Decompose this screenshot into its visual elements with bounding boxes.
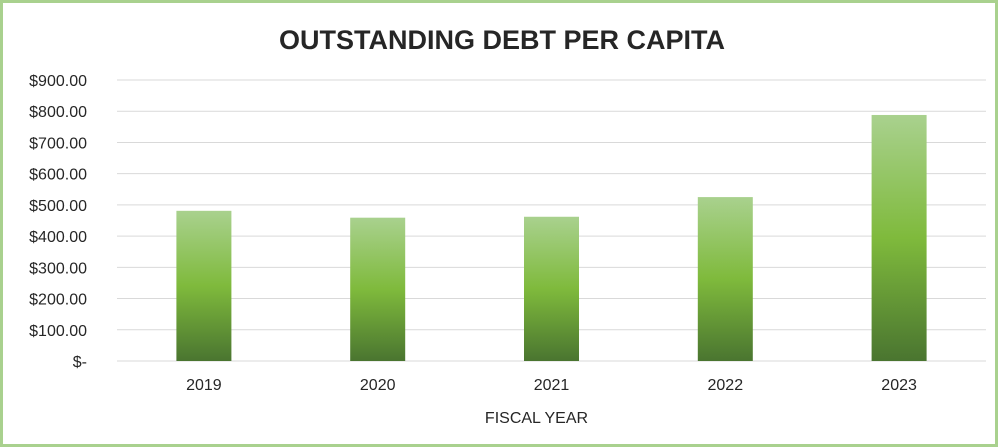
y-tick-label: $900.00	[29, 73, 87, 90]
bars	[176, 114, 927, 361]
y-axis-ticks: $- $100.00 $200.00 $300.00 $400.00 $500.00 $60…	[29, 73, 87, 371]
bar-2022	[697, 197, 753, 361]
y-tick-label: $-	[73, 354, 87, 371]
x-tick-label: 2022	[708, 377, 744, 394]
chart-title: OUTSTANDING DEBT PER CAPITA	[278, 25, 725, 55]
bar-2020	[350, 217, 406, 361]
y-tick-label: $800.00	[29, 104, 87, 121]
y-tick-label: $100.00	[29, 323, 87, 340]
y-tick-label: $200.00	[29, 292, 87, 309]
x-tick-label: 2023	[881, 377, 917, 394]
bar-2023	[871, 114, 927, 361]
x-tick-label: 2021	[534, 377, 570, 394]
x-axis-ticks: 2019 2020 2021 2022 2023	[186, 377, 917, 394]
bar-2019	[176, 210, 232, 361]
x-tick-label: 2019	[186, 377, 222, 394]
x-tick-label: 2020	[360, 377, 396, 394]
y-tick-label: $600.00	[29, 167, 87, 184]
y-tick-label: $700.00	[29, 135, 87, 152]
y-tick-label: $500.00	[29, 198, 87, 215]
y-tick-label: $300.00	[29, 260, 87, 277]
x-axis-title: FISCAL YEAR	[485, 410, 588, 427]
y-tick-label: $400.00	[29, 229, 87, 246]
bar-2021	[524, 216, 579, 361]
